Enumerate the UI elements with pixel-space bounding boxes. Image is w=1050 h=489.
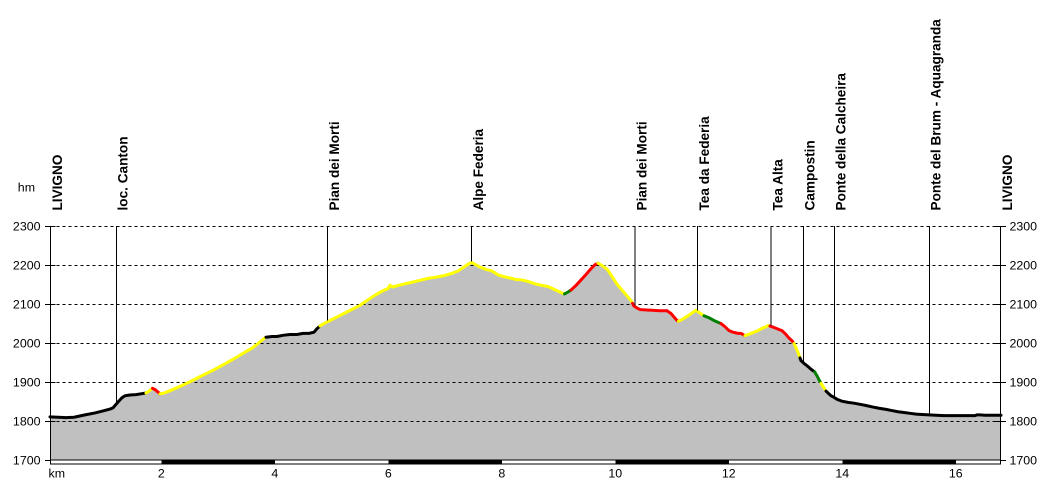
svg-text:km: km bbox=[49, 467, 66, 481]
svg-text:1700: 1700 bbox=[13, 453, 41, 467]
svg-text:Campostin: Campostin bbox=[803, 140, 818, 210]
svg-text:2200: 2200 bbox=[1010, 258, 1038, 272]
svg-text:2000: 2000 bbox=[13, 336, 41, 350]
svg-text:1900: 1900 bbox=[1010, 375, 1038, 389]
svg-text:2: 2 bbox=[158, 467, 165, 481]
svg-text:2000: 2000 bbox=[1010, 336, 1038, 350]
svg-text:LIVIGNO: LIVIGNO bbox=[50, 155, 65, 211]
svg-text:1800: 1800 bbox=[1010, 414, 1038, 428]
svg-text:Pian dei Morti: Pian dei Morti bbox=[634, 121, 649, 210]
svg-text:loc. Canton: loc. Canton bbox=[116, 136, 131, 210]
svg-text:Alpe Federia: Alpe Federia bbox=[471, 128, 486, 210]
svg-text:Tea da Federia: Tea da Federia bbox=[697, 116, 712, 211]
svg-text:hm: hm bbox=[18, 180, 35, 194]
svg-text:2300: 2300 bbox=[1010, 219, 1038, 233]
svg-text:12: 12 bbox=[722, 467, 736, 481]
svg-text:2100: 2100 bbox=[1010, 297, 1038, 311]
svg-text:10: 10 bbox=[608, 467, 622, 481]
svg-text:2200: 2200 bbox=[13, 258, 41, 272]
svg-text:1800: 1800 bbox=[13, 414, 41, 428]
svg-text:16: 16 bbox=[949, 467, 963, 481]
svg-text:1900: 1900 bbox=[13, 375, 41, 389]
svg-text:Tea Alta: Tea Alta bbox=[770, 159, 785, 211]
svg-text:1700: 1700 bbox=[1010, 453, 1038, 467]
svg-text:LIVIGNO: LIVIGNO bbox=[1000, 155, 1015, 211]
svg-text:Pian dei Morti: Pian dei Morti bbox=[327, 121, 342, 210]
svg-text:2100: 2100 bbox=[13, 297, 41, 311]
svg-text:6: 6 bbox=[385, 467, 392, 481]
svg-text:8: 8 bbox=[498, 467, 505, 481]
svg-text:14: 14 bbox=[835, 467, 849, 481]
svg-text:Ponte della Calcheira: Ponte della Calcheira bbox=[834, 73, 849, 211]
svg-text:4: 4 bbox=[271, 467, 278, 481]
svg-text:2300: 2300 bbox=[13, 219, 41, 233]
svg-text:Ponte del Brum - Aquagranda: Ponte del Brum - Aquagranda bbox=[929, 19, 944, 211]
